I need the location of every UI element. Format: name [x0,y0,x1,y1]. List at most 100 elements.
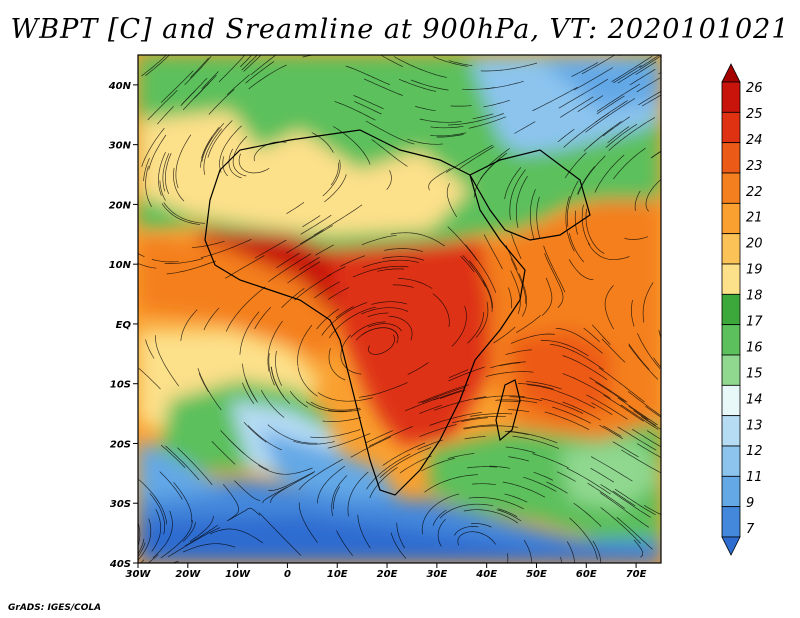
streamline [581,204,591,246]
streamline [450,105,472,107]
streamline [340,255,366,267]
streamline [367,312,389,318]
streamline [165,153,172,195]
lat-tick-label: 10N [109,260,132,271]
streamline [267,320,283,372]
streamline [601,338,626,363]
colorbar-swatch [721,415,741,447]
streamline [155,335,179,387]
streamline [549,343,604,370]
streamline [361,307,409,315]
streamline [587,243,630,261]
streamline [421,387,465,404]
lat-tick-label: 30S [110,499,131,510]
streamline [330,162,339,186]
streamline [564,152,587,179]
streamline [366,453,411,490]
streamline [510,270,521,314]
streamline [657,90,661,94]
streamline [612,490,636,507]
streamline [399,455,432,474]
streamline [638,91,661,106]
streamline [472,113,494,120]
streamline [145,339,155,359]
streamline [197,368,222,411]
streamline [242,382,255,404]
streamline [414,105,436,112]
streamline [556,471,576,482]
streamline [262,486,288,504]
streamline [465,244,497,293]
streamline [556,390,596,409]
streamline [310,429,361,438]
streamline [529,189,536,240]
streamline [299,256,320,271]
streamline [607,126,630,144]
streamline [173,482,193,523]
streamline [331,475,348,516]
lat-tick-label: 20S [110,439,131,450]
streamline [518,273,528,317]
streamline [523,540,533,563]
streamline [201,71,219,89]
streamline [138,542,146,558]
streamline [147,554,159,563]
lat-tick-label: 40N [108,81,132,92]
streamline [361,234,397,246]
streamline [138,538,145,555]
streamline [311,132,334,153]
streamlines [138,55,661,563]
streamline [594,154,625,193]
streamline [651,151,661,158]
streamline [310,401,361,411]
lon-tick-label: 70E [626,569,647,580]
streamline [433,56,468,67]
streamline [617,397,658,426]
streamline [398,278,433,289]
streamline [286,202,305,215]
colorbar-label: 16 [746,340,763,355]
streamline [540,397,584,414]
streamline [471,522,492,528]
streamline [353,95,384,110]
streamline [390,232,445,247]
colorbar-swatch [721,111,741,144]
streamline [600,507,641,544]
streamline [398,78,437,92]
streamline [381,55,404,68]
atlantic-orange [138,235,340,360]
streamline [362,259,419,268]
streamline [437,518,446,547]
streamline [160,444,186,469]
colorbar-swatch [721,172,741,204]
colorbar-swatch [721,263,741,295]
streamline [504,493,528,503]
streamline [166,260,217,275]
streamline [268,253,312,283]
streamline [605,123,638,148]
streamline [445,144,493,173]
lon-tick-label: 60E [576,569,597,580]
streamline [182,74,217,111]
streamline [448,113,504,126]
streamline [504,167,522,200]
streamline [164,258,204,264]
streamline [245,61,275,84]
streamline [629,68,656,86]
streamline [461,417,489,422]
streamline [473,395,525,400]
streamline [369,467,398,499]
streamline [211,440,236,465]
streamline [563,112,610,148]
streamline [299,229,324,245]
streamline [138,479,167,525]
streamline [590,467,614,483]
streamline [226,74,250,95]
streamline [482,280,493,312]
streamline [544,411,590,430]
streamline [475,301,489,338]
streamline [340,334,362,375]
streamline [510,333,555,344]
colorbar-label: 22 [746,185,763,200]
